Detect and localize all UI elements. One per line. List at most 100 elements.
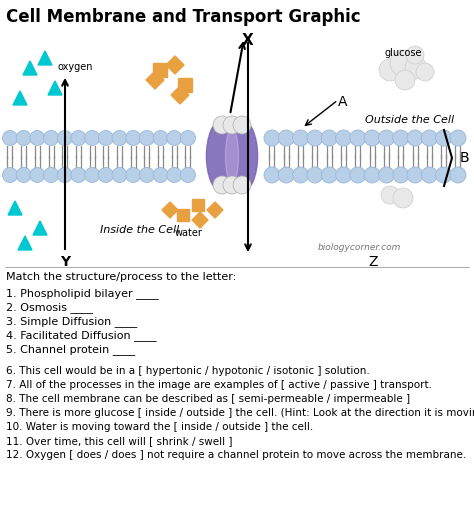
Polygon shape (166, 56, 184, 74)
Circle shape (223, 116, 241, 134)
Circle shape (321, 130, 337, 146)
Circle shape (336, 130, 352, 146)
Polygon shape (33, 221, 47, 235)
Polygon shape (162, 202, 178, 218)
Text: 9. There is more glucose [ inside / outside ] the cell. (Hint: Look at the direc: 9. There is more glucose [ inside / outs… (6, 408, 474, 418)
Text: Cell Membrane and Transport Graphic: Cell Membrane and Transport Graphic (6, 8, 361, 26)
Circle shape (44, 167, 59, 182)
Circle shape (395, 70, 415, 90)
Circle shape (71, 167, 86, 182)
Circle shape (2, 131, 18, 146)
Circle shape (378, 130, 394, 146)
Text: Match the structure/process to the letter:: Match the structure/process to the lette… (6, 272, 236, 282)
Circle shape (71, 131, 86, 146)
Circle shape (321, 167, 337, 183)
Ellipse shape (206, 120, 237, 192)
Circle shape (393, 130, 409, 146)
Circle shape (307, 167, 323, 183)
Circle shape (223, 176, 241, 194)
Circle shape (292, 130, 309, 146)
Text: 11. Over time, this cell will [ shrink / swell ]: 11. Over time, this cell will [ shrink /… (6, 436, 233, 446)
Circle shape (30, 131, 45, 146)
Text: 7. All of the processes in the image are examples of [ active / passive ] transp: 7. All of the processes in the image are… (6, 380, 432, 390)
Circle shape (407, 167, 423, 183)
Circle shape (16, 167, 31, 182)
Circle shape (181, 167, 195, 182)
Circle shape (379, 59, 401, 81)
Circle shape (57, 131, 72, 146)
Circle shape (139, 167, 155, 182)
Polygon shape (18, 236, 32, 250)
Circle shape (213, 116, 231, 134)
Polygon shape (192, 212, 208, 228)
Bar (153, 63, 167, 77)
Circle shape (450, 167, 466, 183)
Circle shape (278, 130, 294, 146)
Circle shape (292, 167, 309, 183)
Text: 2. Osmosis ____: 2. Osmosis ____ (6, 302, 93, 313)
Circle shape (350, 130, 366, 146)
Polygon shape (38, 51, 52, 65)
Polygon shape (146, 71, 164, 89)
Circle shape (167, 131, 182, 146)
Circle shape (167, 167, 182, 182)
Text: biologycorner.com: biologycorner.com (318, 243, 401, 252)
Circle shape (153, 131, 168, 146)
Circle shape (126, 167, 141, 182)
Circle shape (57, 167, 72, 182)
Circle shape (126, 131, 141, 146)
Circle shape (30, 167, 45, 182)
Circle shape (436, 167, 452, 183)
Polygon shape (8, 201, 22, 215)
Circle shape (139, 131, 155, 146)
Text: 3. Simple Diffusion ____: 3. Simple Diffusion ____ (6, 316, 137, 327)
Circle shape (278, 167, 294, 183)
Text: 5. Channel protein ____: 5. Channel protein ____ (6, 344, 135, 355)
Circle shape (436, 130, 452, 146)
Polygon shape (23, 61, 37, 75)
Circle shape (421, 130, 438, 146)
Polygon shape (171, 86, 189, 104)
Circle shape (264, 130, 280, 146)
Circle shape (44, 131, 59, 146)
Text: B: B (460, 151, 470, 165)
Circle shape (98, 167, 113, 182)
Circle shape (112, 167, 127, 182)
Circle shape (181, 131, 195, 146)
Ellipse shape (226, 129, 238, 183)
Text: X: X (242, 33, 254, 48)
Circle shape (233, 116, 251, 134)
Circle shape (393, 188, 413, 208)
Circle shape (350, 167, 366, 183)
Text: A: A (338, 95, 347, 109)
Polygon shape (48, 81, 62, 95)
Circle shape (85, 131, 100, 146)
Circle shape (364, 130, 380, 146)
Circle shape (16, 131, 31, 146)
Circle shape (98, 131, 113, 146)
Circle shape (405, 57, 427, 79)
Text: water: water (175, 228, 203, 238)
Circle shape (364, 167, 380, 183)
Bar (192, 199, 204, 211)
Bar (177, 209, 189, 221)
Circle shape (416, 63, 434, 81)
Text: 4. Facilitated Diffusion ____: 4. Facilitated Diffusion ____ (6, 330, 156, 341)
Text: Inside the Cell: Inside the Cell (100, 225, 179, 235)
Circle shape (407, 130, 423, 146)
Polygon shape (13, 91, 27, 105)
Circle shape (153, 167, 168, 182)
Text: 10. Water is moving toward the [ inside / outside ] the cell.: 10. Water is moving toward the [ inside … (6, 422, 313, 432)
Circle shape (307, 130, 323, 146)
Circle shape (233, 176, 251, 194)
Text: oxygen: oxygen (58, 62, 93, 72)
Circle shape (336, 167, 352, 183)
Text: 6. This cell would be in a [ hypertonic / hypotonic / isotonic ] solution.: 6. This cell would be in a [ hypertonic … (6, 366, 370, 376)
Text: 1. Phospholipid bilayer ____: 1. Phospholipid bilayer ____ (6, 288, 159, 299)
Circle shape (213, 176, 231, 194)
Text: Outside the Cell: Outside the Cell (365, 115, 454, 125)
Text: Y: Y (60, 255, 70, 269)
Circle shape (406, 46, 424, 64)
Circle shape (2, 167, 18, 182)
Circle shape (112, 131, 127, 146)
